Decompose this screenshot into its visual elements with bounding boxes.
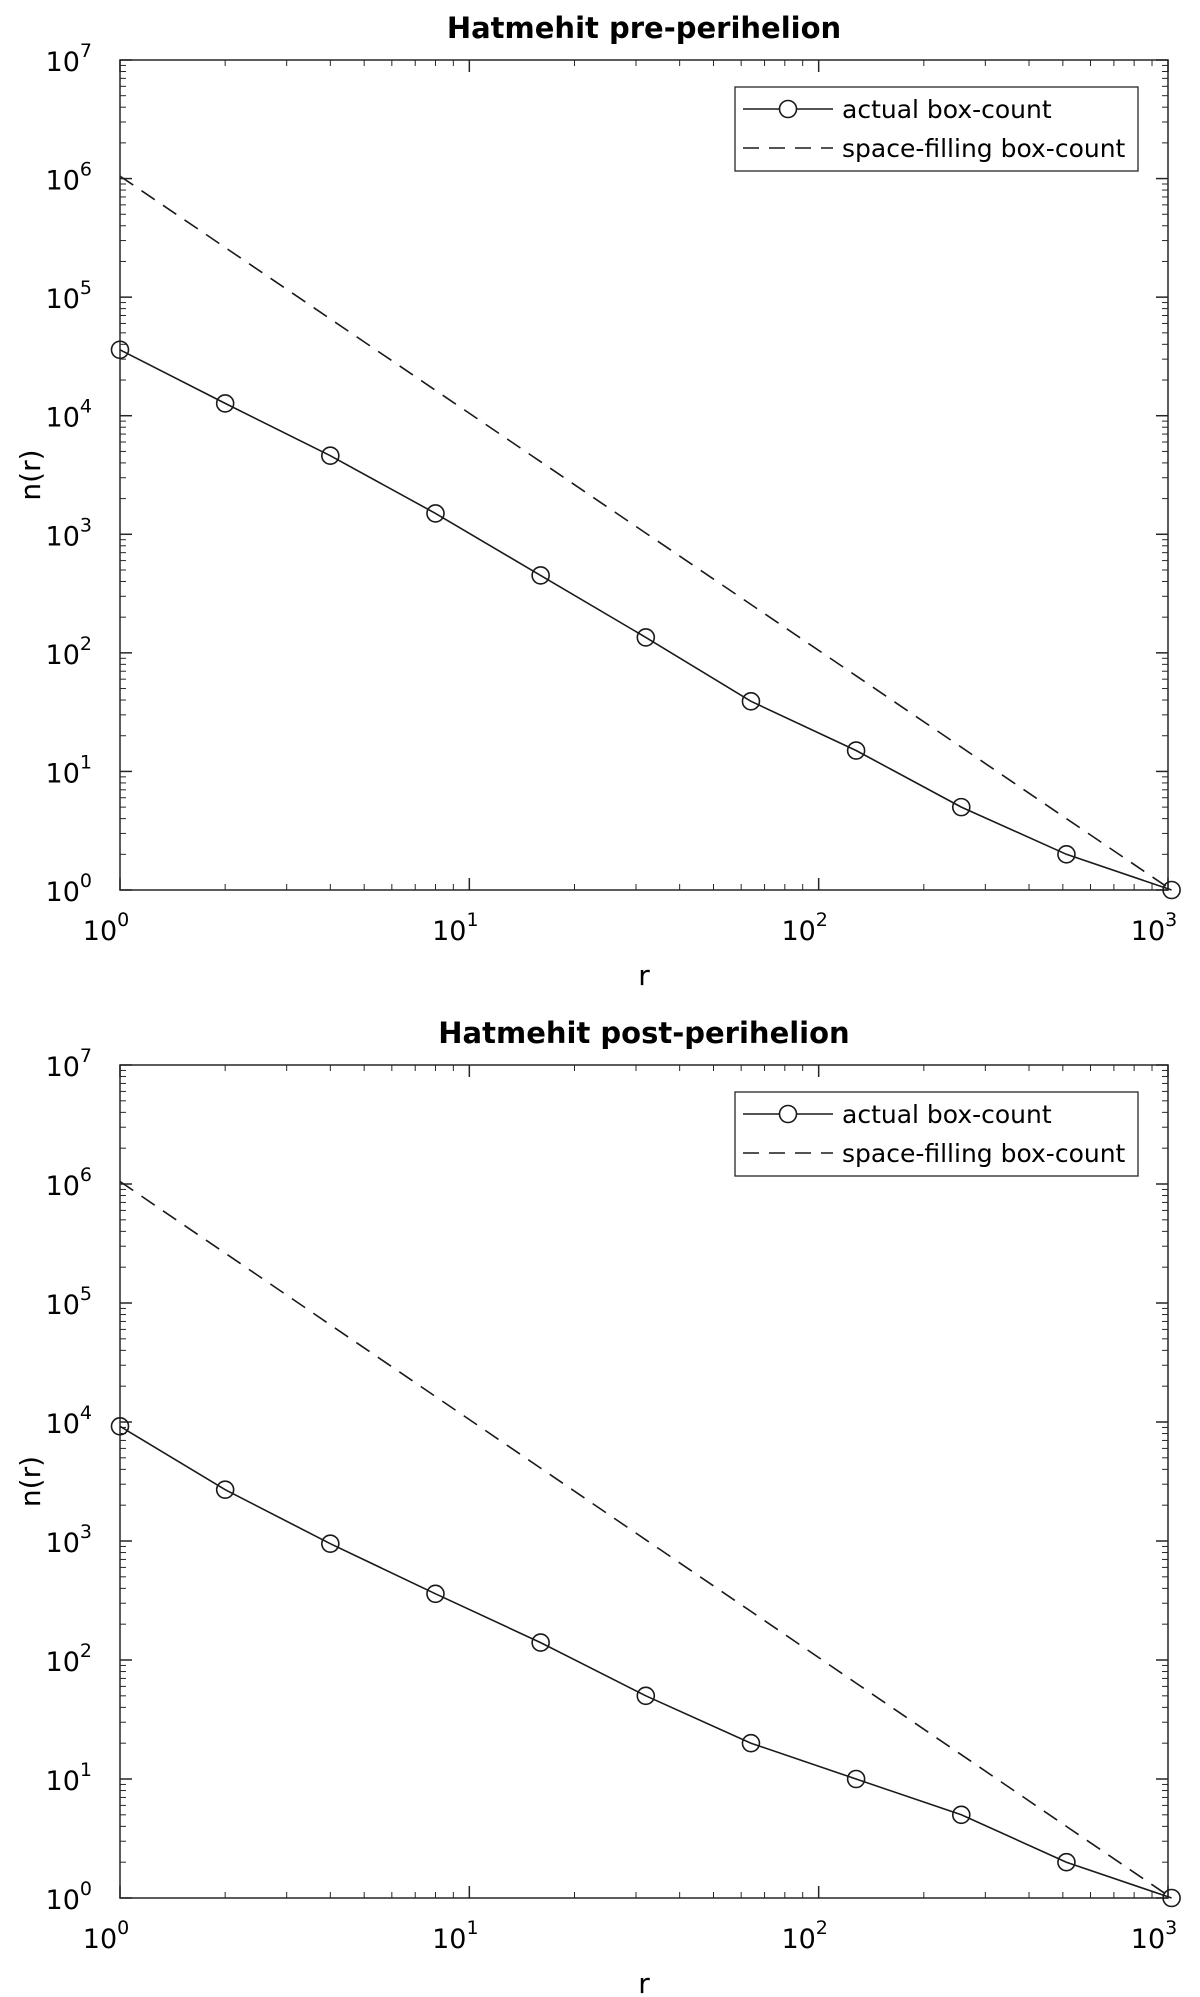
series-line-actual — [119, 1425, 1172, 1899]
legend-entry-label: actual box-count — [842, 95, 1052, 124]
data-point — [741, 692, 761, 711]
minor-ticks — [120, 1065, 1168, 1898]
data-layer — [110, 175, 1181, 900]
minor-ticks — [120, 60, 1168, 890]
data-point — [846, 741, 866, 760]
data-point — [741, 1733, 761, 1753]
x-tick-label: 102 — [781, 1917, 827, 1955]
y-tick-label: 106 — [46, 159, 92, 197]
legend-marker — [778, 1104, 798, 1124]
data-point — [215, 1480, 235, 1499]
plot-area — [119, 59, 1169, 891]
data-point — [110, 1417, 130, 1436]
legend-marker — [778, 99, 798, 119]
series-line-actual — [119, 349, 1172, 891]
series-line-space-filling — [119, 175, 1173, 891]
y-tick-label: 100 — [46, 870, 92, 908]
chart-panel-2: 100 101 102 103 100 101 102 103 104 105 106 107 Hatm… — [14, 1016, 1181, 1997]
data-point — [1057, 845, 1076, 864]
y-tick-label: 107 — [46, 40, 92, 78]
x-tick-label: 103 — [1131, 1917, 1177, 1955]
data-point — [215, 394, 235, 413]
y-tick-label: 105 — [46, 1283, 92, 1321]
data-point — [321, 1534, 340, 1553]
x-tick-label: 103 — [1131, 909, 1177, 947]
y-tick-label: 102 — [46, 1640, 92, 1678]
legend-entry-label: space-filling box-count — [842, 134, 1126, 163]
y-tick-label: 107 — [46, 1045, 92, 1083]
x-axis-label: r — [638, 959, 650, 992]
y-tick-label: 101 — [46, 751, 92, 789]
y-tick-label: 106 — [46, 1164, 92, 1202]
legend-box — [734, 1091, 1139, 1177]
data-point — [321, 446, 340, 466]
legend-entry-label: actual box-count — [842, 1100, 1052, 1129]
data-point — [951, 797, 971, 817]
x-tick-label: 100 — [83, 1917, 129, 1955]
legend-entry-label: space-filling box-count — [842, 1139, 1126, 1168]
legend-box — [734, 86, 1139, 172]
y-tick-label: 103 — [46, 1521, 92, 1559]
data-point — [426, 504, 445, 523]
y-axis-label: n(r) — [14, 449, 47, 500]
legend: actual box-count space-filling box-count — [734, 86, 1139, 172]
y-tick-label: 100 — [46, 1878, 92, 1916]
y-axis-label: n(r) — [14, 1456, 47, 1507]
data-layer — [110, 1180, 1181, 1908]
y-tick-label: 102 — [46, 633, 92, 671]
y-tick-label: 105 — [46, 277, 92, 315]
chart-panel-1: 100 101 102 103 100 101 102 103 104 105 106 107 Hatm… — [14, 11, 1181, 992]
data-point — [531, 566, 550, 585]
x-axis-label: r — [638, 1967, 650, 1997]
x-tick-label: 101 — [432, 909, 478, 947]
x-tick-label: 102 — [781, 909, 827, 947]
data-point — [1057, 1852, 1076, 1872]
data-point — [636, 628, 656, 647]
legend: actual box-count space-filling box-count — [734, 1091, 1139, 1177]
plot-area — [119, 1064, 1169, 1899]
data-point — [951, 1805, 971, 1825]
y-tick-label: 104 — [46, 1402, 92, 1440]
y-tick-label: 101 — [46, 1759, 92, 1797]
chart-title: Hatmehit pre-perihelion — [447, 11, 841, 45]
data-point — [1162, 880, 1181, 900]
data-point — [1162, 1888, 1181, 1908]
data-point — [636, 1686, 656, 1706]
y-tick-label: 104 — [46, 396, 92, 434]
x-tick-label: 100 — [83, 909, 129, 947]
x-tick-label: 101 — [432, 1917, 478, 1955]
data-point — [426, 1584, 445, 1604]
y-tick-label: 103 — [46, 514, 92, 552]
data-point — [110, 340, 130, 360]
data-point — [846, 1769, 866, 1789]
series-line-space-filling — [119, 1180, 1173, 1899]
chart-title: Hatmehit post-perihelion — [438, 1016, 849, 1050]
data-point — [531, 1633, 550, 1652]
